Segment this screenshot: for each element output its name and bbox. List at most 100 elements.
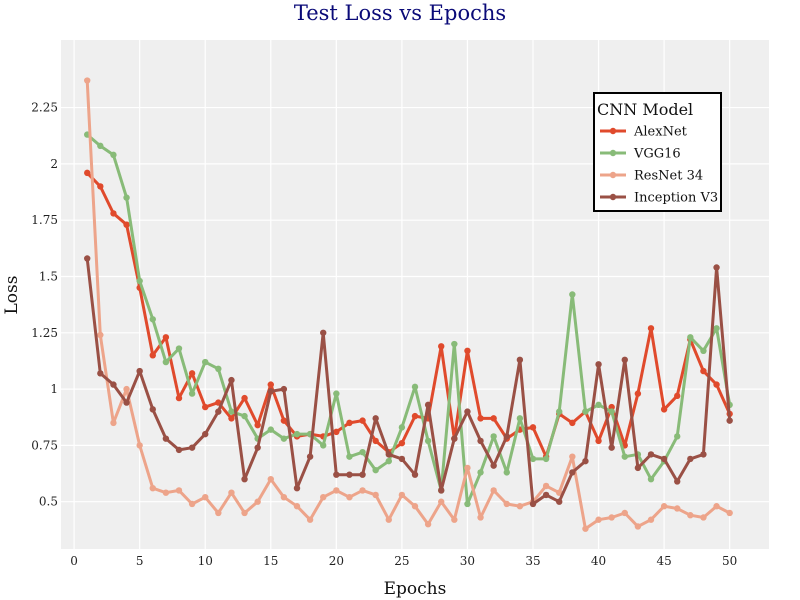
data-point xyxy=(254,444,261,451)
legend-title: CNN Model xyxy=(597,100,693,119)
data-point xyxy=(84,77,91,84)
data-point xyxy=(136,367,143,375)
data-point xyxy=(608,444,615,451)
data-point xyxy=(595,361,602,368)
data-point xyxy=(660,455,668,463)
data-point xyxy=(595,516,602,523)
data-point xyxy=(149,316,156,323)
data-point xyxy=(398,455,406,463)
data-point xyxy=(647,516,655,523)
x-tick-label: 0 xyxy=(70,554,78,568)
data-point xyxy=(674,433,681,440)
data-point xyxy=(424,521,432,528)
data-point xyxy=(162,358,170,366)
data-point xyxy=(293,430,301,438)
data-point xyxy=(110,381,117,388)
data-point xyxy=(254,498,261,505)
data-point xyxy=(569,469,576,476)
y-tick-label: 1.75 xyxy=(31,213,58,227)
data-point xyxy=(477,437,484,445)
data-point xyxy=(634,523,642,530)
data-point xyxy=(267,475,274,483)
data-point xyxy=(136,277,143,285)
data-point xyxy=(490,462,497,469)
data-point xyxy=(542,455,550,463)
data-point xyxy=(726,417,733,424)
legend-item: AlexNet xyxy=(600,125,688,140)
data-point xyxy=(516,503,524,510)
data-point xyxy=(660,406,668,413)
data-point xyxy=(359,448,366,456)
data-point xyxy=(464,408,471,415)
y-tick-label: 1.5 xyxy=(39,269,58,283)
x-tick-label: 25 xyxy=(394,554,409,568)
data-point xyxy=(188,390,196,397)
data-point xyxy=(569,291,576,298)
data-point xyxy=(202,403,209,411)
y-tick-labels: 0.5 0.75 1 1.25 1.5 1.75 2 2.25 xyxy=(31,101,58,509)
data-point xyxy=(215,365,222,373)
data-point xyxy=(293,503,301,510)
data-point xyxy=(464,500,471,508)
legend-label: AlexNet xyxy=(633,125,688,140)
data-point xyxy=(700,367,707,375)
data-point xyxy=(634,390,642,397)
data-point xyxy=(726,509,733,517)
legend-swatch-marker xyxy=(609,127,617,135)
data-point xyxy=(424,401,432,409)
data-point xyxy=(280,493,288,501)
data-point xyxy=(254,421,261,429)
data-point xyxy=(464,464,471,472)
data-point xyxy=(438,487,445,494)
data-point xyxy=(529,455,537,463)
data-point xyxy=(241,475,248,483)
data-point xyxy=(372,491,379,499)
data-point xyxy=(123,399,130,406)
legend: CNN Model AlexNet VGG16 ResNet 34 Inception… xyxy=(593,92,722,212)
legend-swatch-marker xyxy=(609,193,617,201)
series-layer xyxy=(84,77,733,532)
data-point xyxy=(713,264,720,271)
data-point xyxy=(228,408,235,415)
data-point xyxy=(385,451,392,458)
data-point xyxy=(674,478,681,485)
data-point xyxy=(175,345,183,352)
data-point xyxy=(372,466,379,474)
data-point xyxy=(700,514,707,521)
y-tick-label: 2 xyxy=(50,157,58,171)
data-point xyxy=(687,455,694,463)
data-point xyxy=(228,376,235,384)
x-tick-label: 35 xyxy=(525,554,540,568)
data-point xyxy=(267,426,274,433)
data-point xyxy=(595,401,602,409)
data-point xyxy=(280,417,288,424)
data-point xyxy=(84,255,91,262)
legend-item: Inception V3 xyxy=(600,191,718,206)
data-point xyxy=(411,471,419,478)
data-point xyxy=(188,444,196,451)
data-point xyxy=(333,487,340,494)
data-point xyxy=(647,325,655,332)
data-point xyxy=(490,487,497,494)
data-point xyxy=(149,406,156,413)
legend-label: ResNet 34 xyxy=(634,169,703,184)
legend-swatch-marker xyxy=(609,149,617,157)
data-point xyxy=(215,509,222,517)
data-point xyxy=(97,183,104,190)
data-point xyxy=(582,457,589,465)
x-tick-label: 20 xyxy=(329,554,344,568)
data-point xyxy=(188,370,196,377)
data-point xyxy=(490,415,497,422)
data-point xyxy=(608,514,615,521)
data-point xyxy=(647,475,655,483)
data-point xyxy=(595,437,602,445)
data-point xyxy=(451,340,458,348)
data-point xyxy=(306,516,314,523)
data-point xyxy=(700,347,707,355)
data-point xyxy=(647,451,655,458)
data-point xyxy=(398,439,406,447)
data-point xyxy=(267,381,274,388)
data-point xyxy=(660,503,668,510)
series-line xyxy=(86,133,732,506)
